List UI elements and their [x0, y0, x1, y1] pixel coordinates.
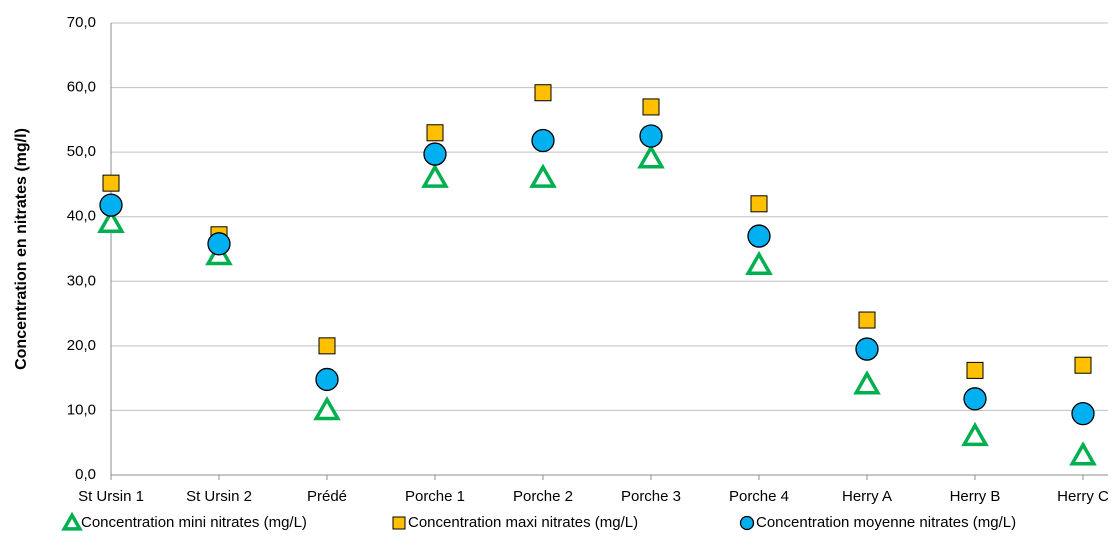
point [750, 195, 768, 213]
legend-label: Concentration moyenne nitrates (mg/L) [756, 514, 1016, 531]
point [531, 128, 555, 153]
legend-marker [61, 511, 83, 531]
legend-label: Concentration maxi nitrates (mg/L) [408, 514, 638, 531]
x-tick-label: Prédé [307, 488, 347, 505]
x-tick-label: Herry A [842, 488, 892, 505]
y-tick-label: 40,0 [67, 208, 96, 225]
x-tick-label: Porche 1 [405, 488, 465, 505]
x-tick-label: Porche 2 [513, 488, 573, 505]
point [423, 142, 447, 166]
point [426, 124, 444, 142]
point [747, 224, 771, 248]
x-tick-label: Herry C [1057, 488, 1109, 505]
point [315, 367, 339, 392]
point [963, 387, 987, 411]
y-tick-label: 60,0 [67, 79, 96, 96]
y-tick-label: 0,0 [75, 466, 96, 483]
point [534, 84, 552, 102]
point [745, 250, 773, 275]
point [855, 337, 879, 361]
point [1069, 441, 1097, 466]
legend-marker [392, 516, 406, 530]
point [637, 144, 665, 169]
legend-marker [739, 515, 755, 531]
x-tick-label: Porche 3 [621, 488, 681, 505]
point [1074, 356, 1092, 374]
y-tick-label: 50,0 [67, 143, 96, 160]
point [961, 421, 989, 447]
point [421, 163, 449, 188]
x-tick-label: St Ursin 1 [78, 488, 144, 505]
point [313, 396, 341, 421]
point [853, 370, 881, 395]
point [318, 337, 336, 355]
point [102, 174, 120, 192]
point [529, 163, 557, 188]
y-tick-label: 10,0 [67, 401, 96, 418]
point [97, 208, 125, 234]
y-tick-label: 30,0 [67, 272, 96, 289]
point [207, 232, 231, 256]
x-tick-label: Porche 4 [729, 488, 789, 505]
y-axis-title: Concentration en nitrates (mg/l) [13, 128, 30, 370]
point [858, 311, 876, 329]
point [1071, 402, 1095, 426]
legend-label: Concentration mini nitrates (mg/L) [81, 514, 307, 531]
y-tick-label: 70,0 [67, 14, 96, 31]
y-tick-label: 20,0 [67, 337, 96, 354]
x-tick-label: Herry B [950, 488, 1001, 505]
point [642, 98, 660, 116]
x-tick-label: St Ursin 2 [186, 488, 252, 505]
point [639, 124, 663, 148]
point [99, 193, 123, 217]
point [966, 361, 984, 379]
